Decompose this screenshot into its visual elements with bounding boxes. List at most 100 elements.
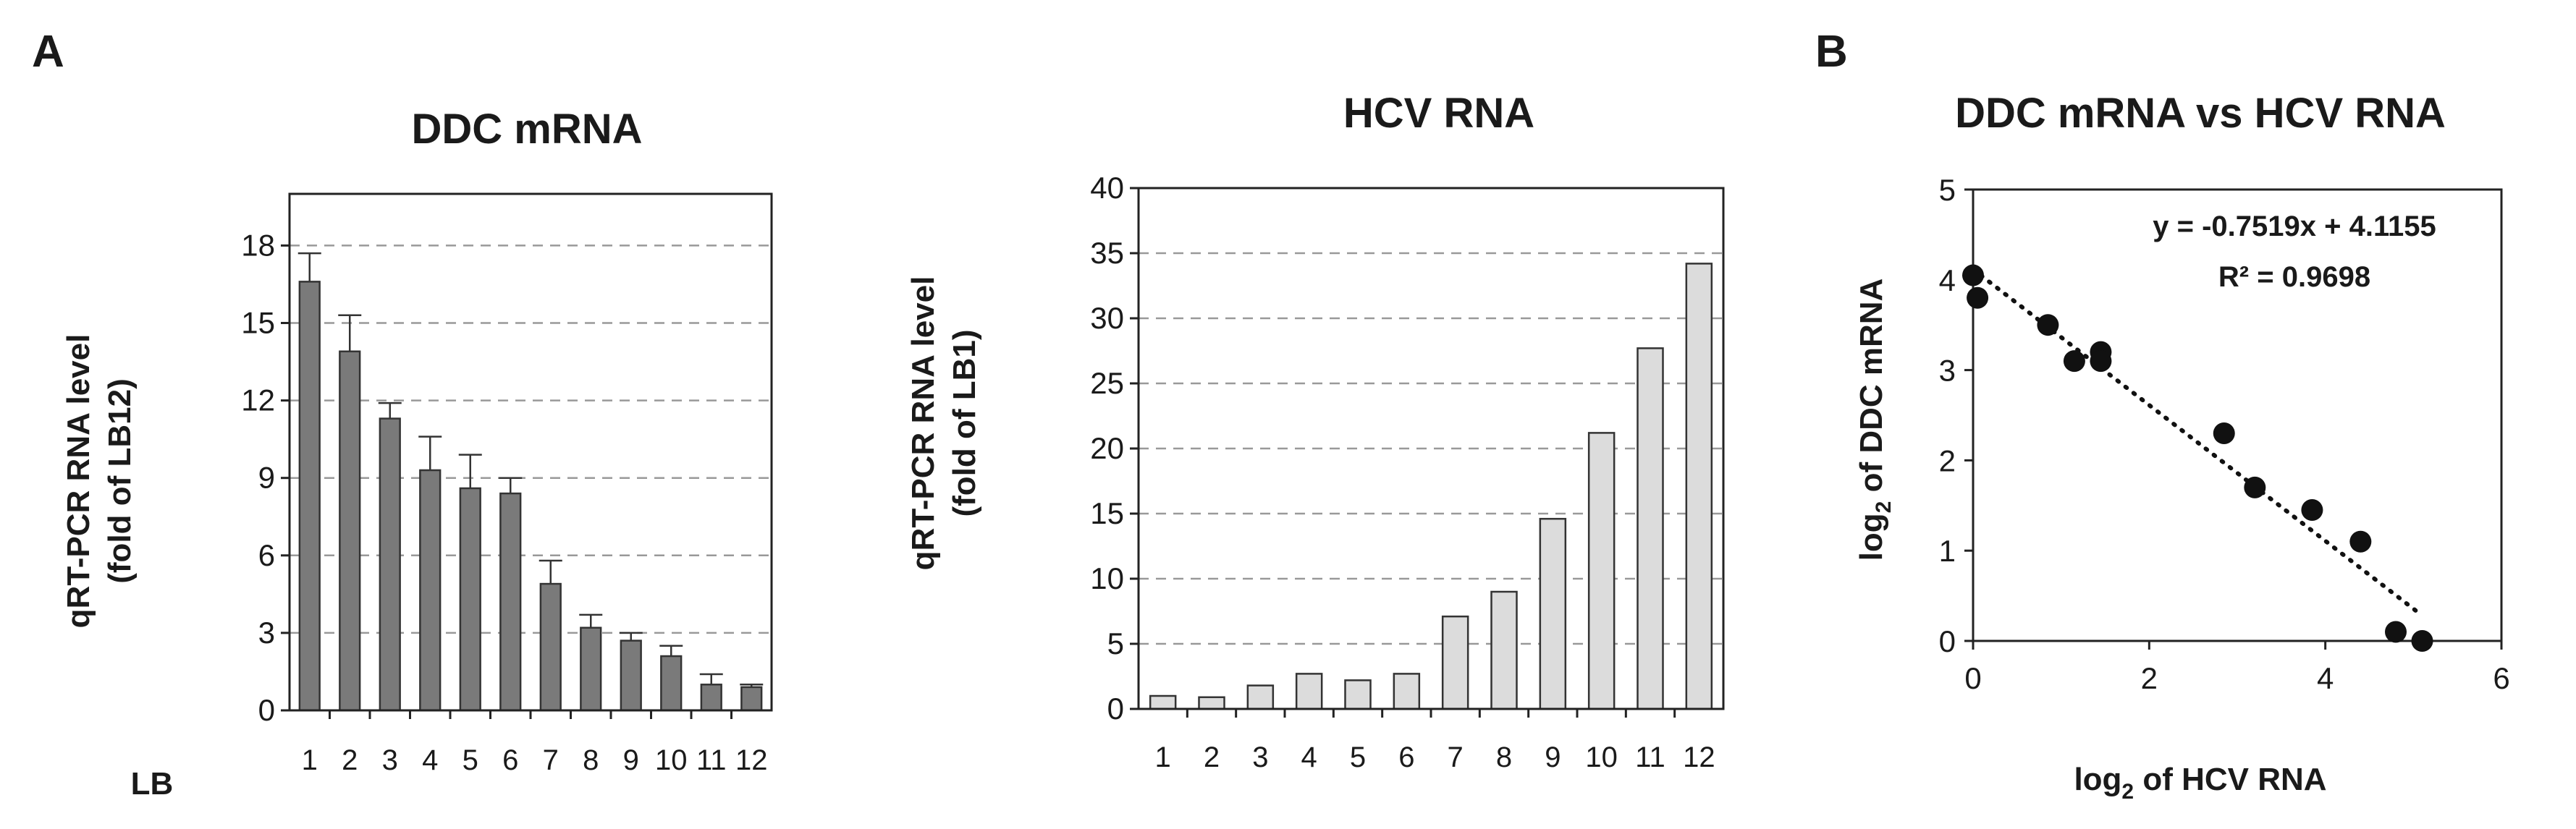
y-tick-label: 3 bbox=[1939, 354, 1956, 388]
chart3-ylabel-part2: of DDC mRNA bbox=[1854, 279, 1889, 501]
y-tick-label: 12 bbox=[241, 383, 275, 417]
y-tick-label: 0 bbox=[1939, 624, 1956, 658]
data-point bbox=[1962, 264, 1984, 286]
chart1-y-ticks: 0 3 6 9 12 15 18 bbox=[241, 228, 290, 727]
chart3-xlabel-subscript: 2 bbox=[2121, 780, 2134, 804]
data-point bbox=[2213, 422, 2235, 444]
chart1-x-ticks: 1 2 3 4 5 6 7 8 9 10 11 12 bbox=[302, 710, 768, 776]
category-label: 5 bbox=[1350, 741, 1366, 773]
category-label: 8 bbox=[1496, 741, 1512, 773]
y-tick-label: 3 bbox=[258, 616, 275, 650]
bar bbox=[1246, 684, 1275, 710]
y-tick-label: 6 bbox=[258, 538, 275, 572]
data-point bbox=[2037, 314, 2059, 336]
category-label: 5 bbox=[463, 744, 478, 776]
chart3-xlabel: log2 of HCV RNA bbox=[2074, 762, 2326, 804]
category-label: 9 bbox=[1545, 741, 1561, 773]
bar bbox=[379, 417, 401, 712]
y-tick-label: 4 bbox=[1939, 263, 1956, 297]
bar bbox=[580, 626, 602, 712]
category-label: 1 bbox=[1155, 741, 1171, 773]
y-tick-label: 0 bbox=[258, 693, 275, 727]
chart1-ylabel-line1: qRT-PCR RNA level bbox=[61, 334, 96, 629]
bar bbox=[1441, 615, 1469, 710]
chart3-points bbox=[1962, 264, 2433, 652]
x-tick-label: 2 bbox=[2141, 661, 2158, 695]
bar bbox=[539, 582, 562, 712]
chart2-gridlines bbox=[1139, 252, 1723, 645]
chart3-xlabel-part2: of HCV RNA bbox=[2134, 762, 2326, 797]
bar bbox=[1198, 696, 1225, 710]
x-tick-label: 6 bbox=[2493, 661, 2509, 695]
category-label: 10 bbox=[1585, 741, 1618, 773]
chart3-title: DDC mRNA vs HCV RNA bbox=[1955, 90, 2446, 137]
panel-label-b: B bbox=[1815, 27, 1848, 77]
data-point bbox=[2349, 530, 2372, 553]
category-label: 12 bbox=[735, 744, 768, 776]
chart2-ylabel-line2: (fold of LB1) bbox=[947, 329, 982, 516]
y-tick-label: 10 bbox=[1090, 561, 1124, 595]
bar bbox=[419, 469, 442, 712]
data-point bbox=[2385, 621, 2407, 643]
category-label: 3 bbox=[382, 744, 398, 776]
y-tick-label: 40 bbox=[1090, 171, 1124, 205]
bar bbox=[459, 487, 481, 712]
bar bbox=[1149, 694, 1177, 710]
category-label: 11 bbox=[696, 744, 727, 776]
y-tick-label: 20 bbox=[1090, 431, 1124, 465]
y-tick-label: 5 bbox=[1939, 173, 1956, 207]
bar bbox=[339, 350, 361, 712]
data-point bbox=[2090, 350, 2112, 373]
y-tick-label: 2 bbox=[1939, 443, 1956, 477]
category-label: 10 bbox=[655, 744, 688, 776]
category-label: 1 bbox=[302, 744, 318, 776]
bar bbox=[1685, 263, 1713, 710]
chart3-plot-frame bbox=[1972, 188, 2503, 642]
chart3-ylabel-subscript: 2 bbox=[1872, 501, 1896, 514]
chart1-gridlines bbox=[290, 245, 772, 634]
y-tick-label: 9 bbox=[258, 461, 275, 495]
category-label: 7 bbox=[543, 744, 559, 776]
data-point bbox=[2063, 350, 2085, 373]
category-label: 4 bbox=[422, 744, 438, 776]
bar bbox=[620, 639, 642, 712]
category-label: 9 bbox=[623, 744, 639, 776]
x-tick-label: 4 bbox=[2317, 661, 2334, 695]
bar bbox=[740, 686, 763, 712]
category-label: 6 bbox=[1398, 741, 1414, 773]
y-tick-label: 0 bbox=[1107, 692, 1124, 726]
y-tick-label: 25 bbox=[1090, 366, 1124, 400]
bar bbox=[700, 684, 722, 712]
data-point bbox=[2301, 499, 2323, 522]
chart1-xlabel: LB bbox=[131, 766, 174, 802]
x-tick-label: 0 bbox=[1964, 661, 1981, 695]
chart3-x-ticks: 0 2 4 6 bbox=[1964, 641, 2510, 695]
chart3-ylabel-text: log2 of DDC mRNA bbox=[1854, 279, 1896, 561]
bar bbox=[1344, 679, 1372, 710]
bar bbox=[1539, 517, 1567, 710]
bar bbox=[660, 655, 683, 712]
bar bbox=[1587, 432, 1616, 710]
ddc-mrna-chart: DDC mRNA qRT-PCR RNA level (fold of LB12… bbox=[61, 106, 773, 802]
y-tick-label: 15 bbox=[1090, 496, 1124, 530]
chart3-equation: y = -0.7519x + 4.1155 bbox=[2153, 211, 2436, 242]
bar bbox=[1393, 673, 1421, 710]
data-point bbox=[2411, 630, 2433, 652]
y-tick-label: 30 bbox=[1090, 301, 1124, 335]
chart2-title: HCV RNA bbox=[1343, 90, 1534, 137]
chart3-xlabel-part1: log bbox=[2074, 762, 2121, 797]
y-tick-label: 1 bbox=[1939, 534, 1956, 568]
category-label: 2 bbox=[342, 744, 358, 776]
bar bbox=[499, 492, 522, 712]
y-tick-label: 18 bbox=[241, 228, 275, 262]
chart2-y-ticks: 0 5 10 15 20 25 30 35 40 bbox=[1090, 171, 1139, 726]
category-label: 8 bbox=[583, 744, 599, 776]
y-tick-label: 35 bbox=[1090, 236, 1124, 270]
bar bbox=[1490, 590, 1518, 710]
y-tick-label: 5 bbox=[1107, 626, 1124, 660]
chart2-bars bbox=[1149, 263, 1713, 710]
scatter-chart: DDC mRNA vs HCV RNA log2 of DDC mRNA log… bbox=[1854, 90, 2510, 804]
category-label: 7 bbox=[1448, 741, 1464, 773]
chart3-ylabel-part1: log bbox=[1854, 513, 1889, 561]
